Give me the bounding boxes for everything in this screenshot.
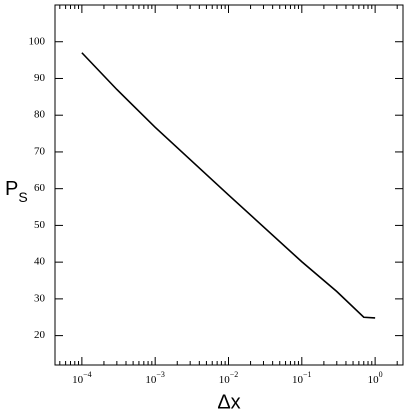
y-tick-label: 100 <box>29 35 46 47</box>
x-tick-base: 10 <box>219 374 231 386</box>
y-tick-label: 50 <box>34 219 46 231</box>
x-tick-label: 10−3 <box>145 370 165 386</box>
y-tick-label: 60 <box>34 182 46 194</box>
x-tick-base: 10 <box>292 374 304 386</box>
x-tick-base: 10 <box>72 374 84 386</box>
x-tick-label: 10−4 <box>72 370 92 386</box>
x-tick-exp: −2 <box>230 370 239 379</box>
x-tick-label: 100 <box>368 370 383 386</box>
x-tick-exp: −4 <box>83 370 92 379</box>
y-tick-label: 80 <box>34 109 46 121</box>
y-tick-label: 30 <box>34 292 46 304</box>
x-tick-label: 10−2 <box>219 370 239 386</box>
x-tick-exp: −3 <box>156 370 165 379</box>
y-tick-label: 90 <box>34 72 46 84</box>
x-tick-label: 10−1 <box>292 370 312 386</box>
x-tick-base: 10 <box>368 374 380 386</box>
x-tick-exp: 0 <box>379 370 383 379</box>
y-tick-label: 70 <box>34 145 46 157</box>
data-line <box>81 52 376 319</box>
y-tick-label: 40 <box>34 256 46 268</box>
x-tick-base: 10 <box>145 374 157 386</box>
y-tick-label: 20 <box>34 329 46 341</box>
plot-frame <box>54 4 404 366</box>
x-axis-label: Δx <box>217 391 240 413</box>
y-axis-label-main: P <box>5 178 18 200</box>
y-axis-label: PS <box>5 178 28 204</box>
x-tick-exp: −1 <box>303 370 312 379</box>
y-axis-label-sub: S <box>18 189 27 205</box>
